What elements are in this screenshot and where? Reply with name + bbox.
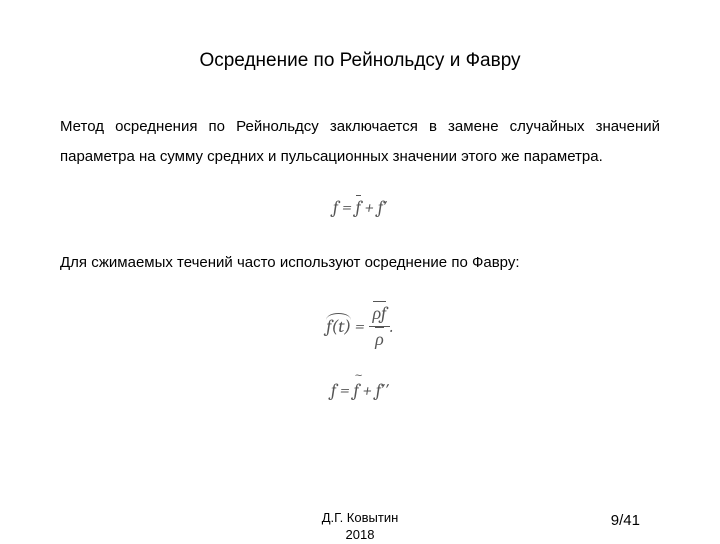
eq-denominator: ρ — [369, 327, 391, 350]
footer-author-name: Д.Г. Ковытин — [322, 510, 399, 525]
eq-fluctuation-term: f′′ — [376, 380, 389, 401]
eq-favre-mean-term: f — [354, 380, 359, 401]
eq-fraction: ρfρ — [369, 303, 391, 350]
slide-title: Осреднение по Рейнольдсу и Фавру — [60, 50, 660, 72]
paragraph-favre-description: Для сжимаемых течений часто используют о… — [60, 248, 660, 278]
eq-numerator: ρf — [369, 303, 391, 327]
eq-equals: = — [336, 380, 353, 401]
eq-fluctuation-term: f′ — [378, 197, 387, 218]
eq-plus: + — [361, 197, 378, 218]
equation-favre-definition: f(t) = ρfρ. — [60, 303, 660, 350]
equation-favre-decomposition: f = f + f′′ — [60, 380, 660, 401]
eq-equals: = — [351, 316, 368, 337]
footer-page-number: 9/41 — [611, 512, 640, 529]
equation-reynolds-decomposition: f = f + f′ — [60, 197, 660, 218]
eq-plus: + — [359, 380, 376, 401]
eq-period: . — [390, 316, 393, 337]
eq-mean-term: f — [356, 197, 361, 218]
eq-equals: = — [338, 197, 355, 218]
eq-favre-lhs: f(t) — [326, 316, 351, 337]
paragraph-reynolds-description: Метод осреднения по Рейнольдсу заключает… — [60, 112, 660, 172]
